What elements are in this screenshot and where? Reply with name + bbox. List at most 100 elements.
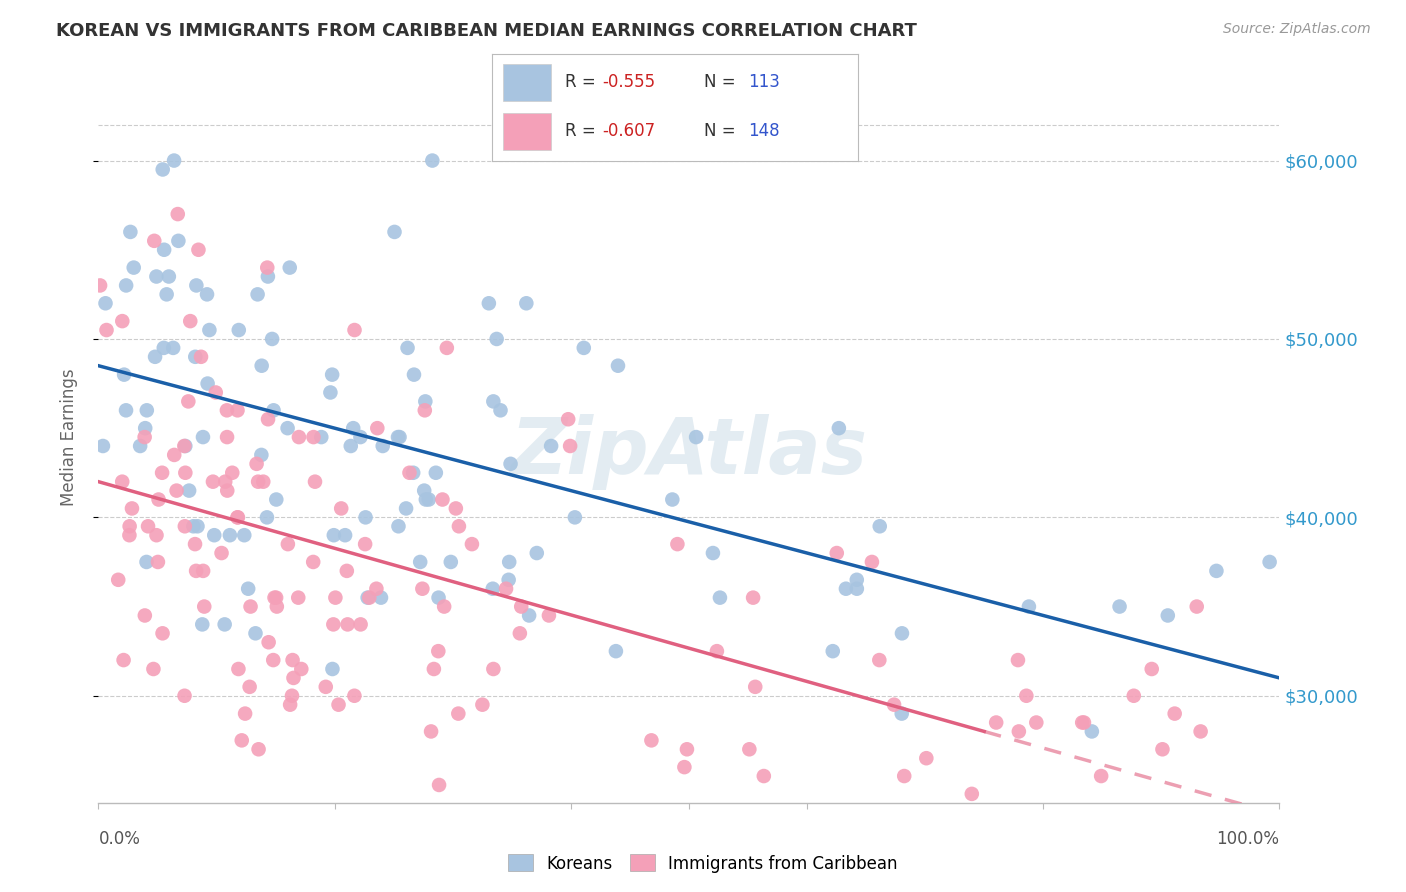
Point xyxy=(239,599,262,614)
Point xyxy=(186,519,208,533)
Point xyxy=(702,546,724,560)
Point xyxy=(134,421,156,435)
Point xyxy=(640,733,662,747)
Text: ZipAtlas: ZipAtlas xyxy=(510,414,868,490)
Point xyxy=(676,742,699,756)
Point xyxy=(495,582,517,596)
Point xyxy=(136,519,159,533)
Point xyxy=(278,698,301,712)
Point xyxy=(447,706,470,721)
Point xyxy=(173,439,195,453)
Point xyxy=(277,537,299,551)
Legend: Koreans, Immigrants from Caribbean: Koreans, Immigrants from Caribbean xyxy=(502,847,904,880)
Point xyxy=(489,403,512,417)
Point xyxy=(283,671,305,685)
Point xyxy=(860,555,883,569)
Point xyxy=(427,591,450,605)
Point xyxy=(142,662,165,676)
Point xyxy=(1185,599,1208,614)
Point xyxy=(427,644,450,658)
Point xyxy=(482,662,505,676)
Point xyxy=(526,546,548,560)
Text: R =: R = xyxy=(565,73,602,91)
Point xyxy=(245,457,267,471)
Point xyxy=(152,626,174,640)
FancyBboxPatch shape xyxy=(503,64,551,101)
Point xyxy=(1025,715,1047,730)
Point xyxy=(115,403,138,417)
Point xyxy=(202,528,225,542)
Point xyxy=(215,430,238,444)
Point xyxy=(915,751,938,765)
Point xyxy=(370,591,392,605)
Point xyxy=(191,617,214,632)
Point xyxy=(226,403,249,417)
Point xyxy=(304,475,326,489)
Point xyxy=(499,457,522,471)
Point xyxy=(908,822,931,837)
Text: R =: R = xyxy=(565,121,602,139)
Point xyxy=(415,394,437,409)
Point xyxy=(564,510,586,524)
Point xyxy=(709,591,731,605)
Point xyxy=(218,528,240,542)
Point xyxy=(89,278,111,293)
Point xyxy=(371,439,394,453)
Point xyxy=(197,376,219,391)
Point xyxy=(96,323,118,337)
Point xyxy=(485,332,508,346)
Point xyxy=(129,439,152,453)
Point xyxy=(427,778,450,792)
Point xyxy=(257,269,280,284)
Point xyxy=(111,314,134,328)
Point xyxy=(191,430,214,444)
Point xyxy=(661,492,683,507)
Point xyxy=(509,626,531,640)
Point xyxy=(187,243,209,257)
Point xyxy=(256,510,278,524)
Point xyxy=(498,573,520,587)
Point xyxy=(960,787,983,801)
Point xyxy=(107,573,129,587)
Point xyxy=(257,635,280,649)
Point xyxy=(217,483,239,498)
Point xyxy=(395,501,418,516)
Point xyxy=(315,680,337,694)
Point xyxy=(201,475,224,489)
Point xyxy=(461,537,484,551)
Point xyxy=(557,412,579,426)
Point xyxy=(343,323,366,337)
Point xyxy=(336,564,359,578)
Point xyxy=(558,439,581,453)
Point xyxy=(354,510,377,524)
Point xyxy=(890,706,912,721)
Point xyxy=(356,591,378,605)
Point xyxy=(231,733,253,747)
Point xyxy=(115,278,138,293)
Point xyxy=(122,260,145,275)
Point xyxy=(425,466,447,480)
Point xyxy=(311,430,333,444)
Point xyxy=(228,662,250,676)
Point xyxy=(111,475,134,489)
Point xyxy=(706,644,728,658)
Point xyxy=(481,582,503,596)
Point xyxy=(893,769,915,783)
Point xyxy=(515,296,537,310)
Point xyxy=(444,501,467,516)
Point xyxy=(321,662,343,676)
Point xyxy=(432,492,454,507)
Point xyxy=(263,591,285,605)
Point xyxy=(239,680,262,694)
Point xyxy=(1018,599,1040,614)
Point xyxy=(94,296,117,310)
Point xyxy=(264,591,287,605)
Point xyxy=(238,582,260,596)
Point xyxy=(738,742,761,756)
Point xyxy=(233,706,256,721)
Point xyxy=(288,430,311,444)
Point xyxy=(517,608,540,623)
Point xyxy=(321,368,343,382)
Point xyxy=(112,368,135,382)
Point xyxy=(250,359,273,373)
